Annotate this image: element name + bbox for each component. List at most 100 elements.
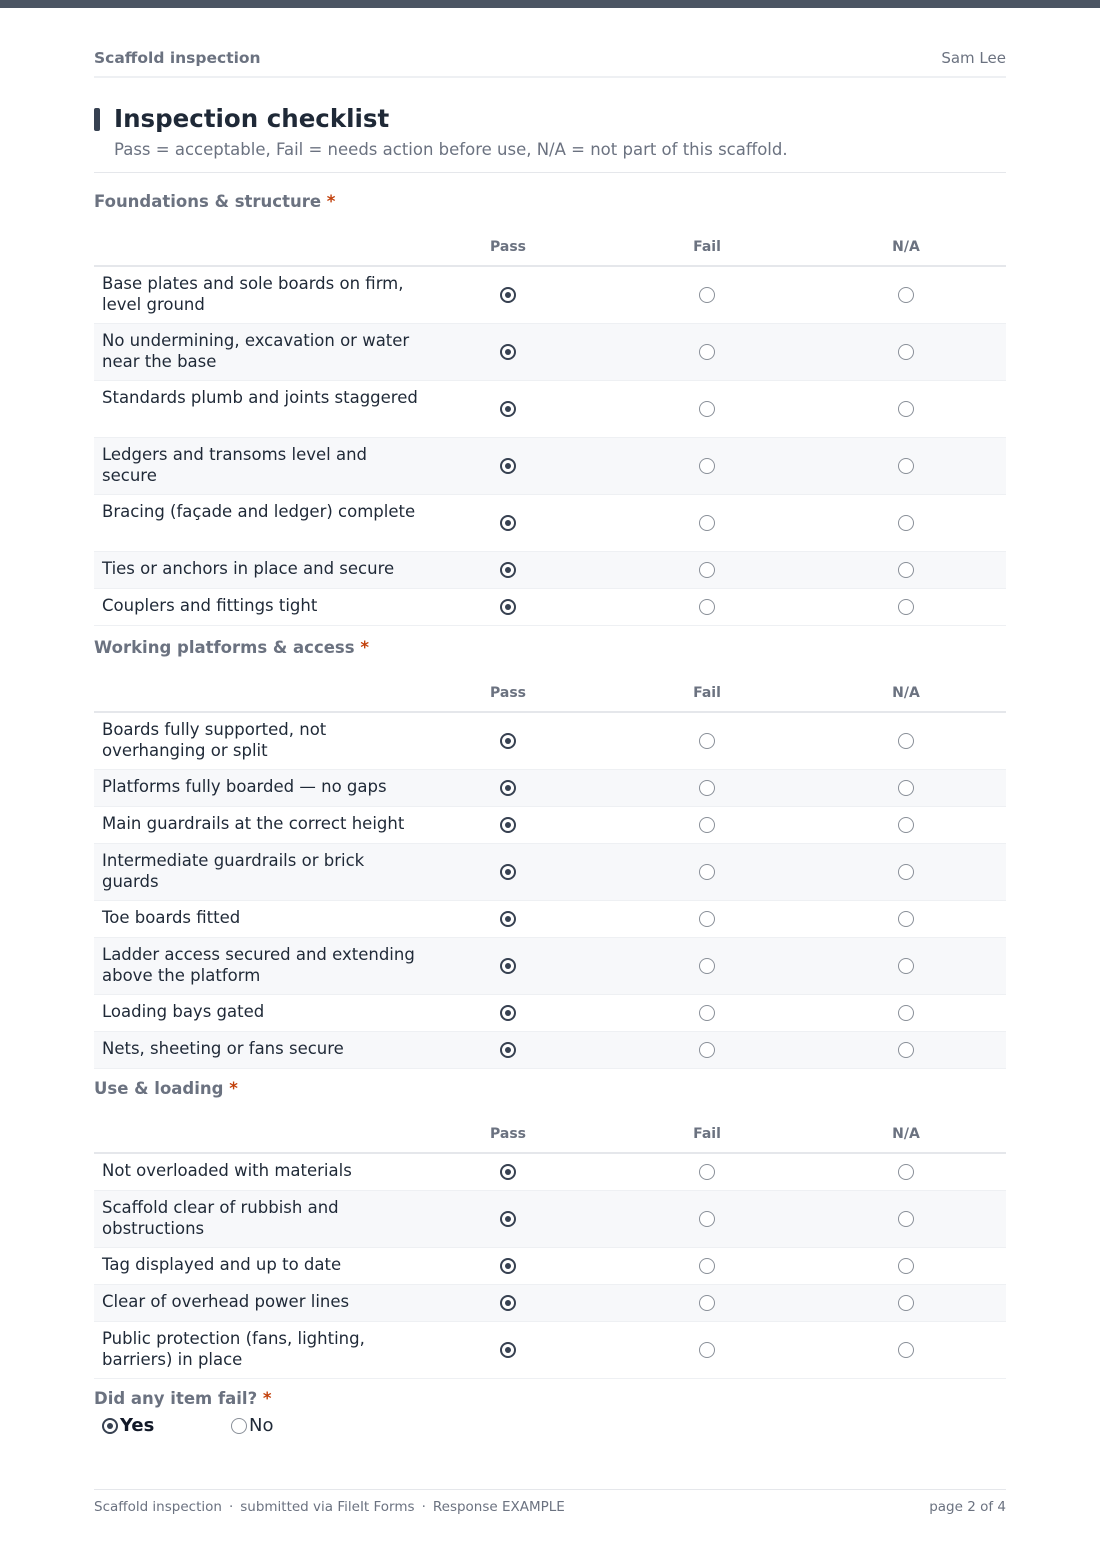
table-row: Main guardrails at the correct height bbox=[94, 807, 1006, 844]
radio-fail[interactable] bbox=[699, 1042, 715, 1058]
radio-na[interactable] bbox=[898, 458, 914, 474]
radio-pass[interactable] bbox=[500, 458, 516, 474]
radio-na[interactable] bbox=[898, 1164, 914, 1180]
radio-fail[interactable] bbox=[699, 1005, 715, 1021]
question-label: Did any item fail? * bbox=[94, 1389, 272, 1408]
table-row: Public protection (fans, lighting, barri… bbox=[94, 1322, 1006, 1379]
radio-pass[interactable] bbox=[500, 1042, 516, 1058]
radio-na[interactable] bbox=[898, 1295, 914, 1311]
table-row: Nets, sheeting or fans secure bbox=[94, 1032, 1006, 1069]
radio-pass[interactable] bbox=[500, 515, 516, 531]
col-header-na: N/A bbox=[892, 1126, 920, 1142]
radio-pass[interactable] bbox=[500, 733, 516, 749]
section-accent-bar bbox=[94, 108, 100, 131]
row-label: Boards fully supported, not overhanging … bbox=[102, 720, 327, 760]
radio-pass[interactable] bbox=[500, 864, 516, 880]
row-label: Ledgers and transoms level and secure bbox=[102, 445, 368, 485]
radio-na[interactable] bbox=[898, 1042, 914, 1058]
radio-fail[interactable] bbox=[699, 562, 715, 578]
row-label: Tag displayed and up to date bbox=[102, 1255, 342, 1274]
row-label: Ladder access secured and extending abov… bbox=[102, 945, 415, 985]
option-yes-label: Yes bbox=[120, 1415, 155, 1436]
radio-fail[interactable] bbox=[699, 515, 715, 531]
radio-pass[interactable] bbox=[500, 401, 516, 417]
required-mark: * bbox=[326, 192, 336, 211]
radio-fail[interactable] bbox=[699, 458, 715, 474]
radio-fail[interactable] bbox=[699, 1295, 715, 1311]
table-row: Intermediate guardrails or brick guards bbox=[94, 844, 1006, 901]
radio-na[interactable] bbox=[898, 1258, 914, 1274]
section-title: Inspection checklist bbox=[114, 104, 390, 133]
row-label: Base plates and sole boards on firm, lev… bbox=[102, 274, 404, 314]
radio-pass[interactable] bbox=[500, 1295, 516, 1311]
radio-na[interactable] bbox=[898, 1211, 914, 1227]
radio-fail[interactable] bbox=[699, 733, 715, 749]
group-label: Working platforms & access * bbox=[94, 638, 369, 657]
radio-fail[interactable] bbox=[699, 1258, 715, 1274]
radio-fail[interactable] bbox=[699, 287, 715, 303]
radio-na[interactable] bbox=[898, 1342, 914, 1358]
radio-na[interactable] bbox=[898, 515, 914, 531]
group-use-loading: Use & loading * Pass Fail N/A Not overlo… bbox=[94, 1078, 1006, 1379]
footer-response: Response EXAMPLE bbox=[432, 1499, 565, 1515]
col-header-na: N/A bbox=[892, 239, 920, 255]
required-mark: * bbox=[229, 1079, 238, 1098]
radio-pass[interactable] bbox=[500, 780, 516, 796]
radio-pass[interactable] bbox=[500, 1164, 516, 1180]
radio-fail[interactable] bbox=[699, 344, 715, 360]
row-label: Nets, sheeting or fans secure bbox=[102, 1039, 344, 1058]
footer-submitted: submitted via FileIt Forms bbox=[240, 1499, 415, 1515]
radio-fail[interactable] bbox=[699, 817, 715, 833]
radio-na[interactable] bbox=[898, 733, 914, 749]
radio-pass[interactable] bbox=[500, 344, 516, 360]
group-label: Use & loading * bbox=[94, 1079, 238, 1098]
radio-pass[interactable] bbox=[500, 1258, 516, 1274]
radio-na[interactable] bbox=[898, 344, 914, 360]
radio-pass[interactable] bbox=[500, 1211, 516, 1227]
radio-fail[interactable] bbox=[699, 401, 715, 417]
table-row: Platforms fully boarded — no gaps bbox=[94, 770, 1006, 807]
column-headers: Pass Fail N/A bbox=[94, 1106, 1006, 1154]
radio-na[interactable] bbox=[898, 864, 914, 880]
row-label: Bracing (façade and ledger) complete bbox=[102, 502, 416, 521]
radio-pass[interactable] bbox=[500, 287, 516, 303]
option-no-label: No bbox=[249, 1415, 274, 1436]
radio-pass[interactable] bbox=[500, 911, 516, 927]
table-row: No undermining, excavation or water near… bbox=[94, 324, 1006, 381]
radio-pass[interactable] bbox=[500, 599, 516, 615]
radio-na[interactable] bbox=[898, 599, 914, 615]
row-label: Couplers and fittings tight bbox=[102, 596, 318, 615]
rows: Base plates and sole boards on firm, lev… bbox=[94, 267, 1006, 626]
radio-pass[interactable] bbox=[500, 562, 516, 578]
table-row: Boards fully supported, not overhanging … bbox=[94, 713, 1006, 770]
table-row: Tag displayed and up to date bbox=[94, 1248, 1006, 1285]
radio-fail[interactable] bbox=[699, 958, 715, 974]
radio-fail[interactable] bbox=[699, 911, 715, 927]
table-row: Ties or anchors in place and secure bbox=[94, 552, 1006, 589]
radio-fail[interactable] bbox=[699, 1211, 715, 1227]
radio-pass[interactable] bbox=[500, 1005, 516, 1021]
radio-na[interactable] bbox=[898, 287, 914, 303]
col-header-pass: Pass bbox=[490, 685, 526, 701]
row-label: Public protection (fans, lighting, barri… bbox=[102, 1329, 365, 1369]
radio-na[interactable] bbox=[898, 958, 914, 974]
radio-na[interactable] bbox=[898, 780, 914, 796]
radio-na[interactable] bbox=[898, 911, 914, 927]
table-row: Clear of overhead power lines bbox=[94, 1285, 1006, 1322]
radio-na[interactable] bbox=[898, 562, 914, 578]
radio-na[interactable] bbox=[898, 817, 914, 833]
radio-fail[interactable] bbox=[699, 864, 715, 880]
radio-no[interactable] bbox=[231, 1418, 247, 1434]
radio-yes[interactable] bbox=[102, 1418, 118, 1434]
radio-fail[interactable] bbox=[699, 780, 715, 796]
radio-fail[interactable] bbox=[699, 1164, 715, 1180]
radio-pass[interactable] bbox=[500, 1342, 516, 1358]
required-mark: * bbox=[360, 638, 369, 657]
radio-pass[interactable] bbox=[500, 958, 516, 974]
table-row: Loading bays gated bbox=[94, 995, 1006, 1032]
radio-fail[interactable] bbox=[699, 599, 715, 615]
radio-pass[interactable] bbox=[500, 817, 516, 833]
radio-na[interactable] bbox=[898, 1005, 914, 1021]
radio-fail[interactable] bbox=[699, 1342, 715, 1358]
radio-na[interactable] bbox=[898, 401, 914, 417]
